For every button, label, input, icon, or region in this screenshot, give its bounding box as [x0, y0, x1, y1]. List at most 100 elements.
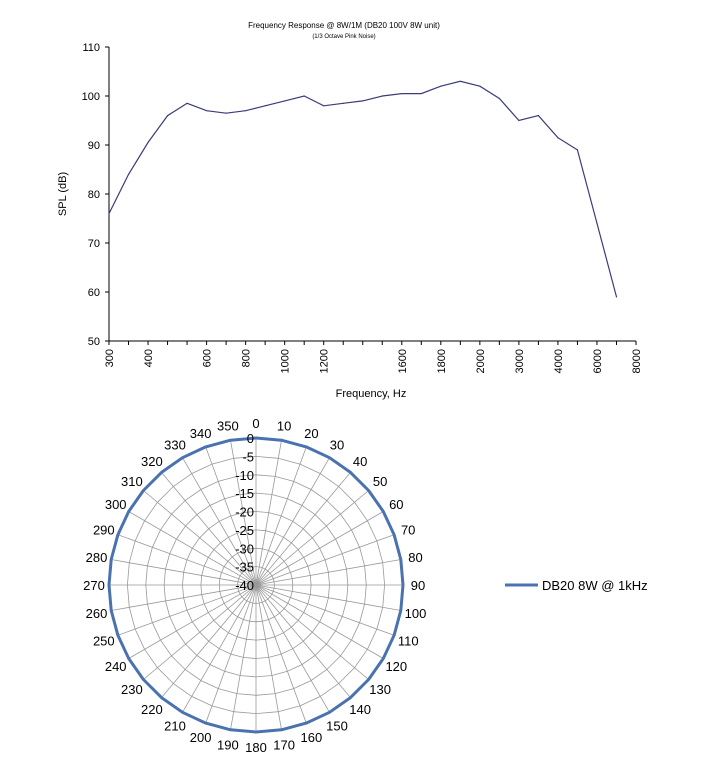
- x-tick-label: 1000: [280, 349, 292, 373]
- grid-spoke: [255, 472, 351, 586]
- angular-tick-label: 300: [105, 497, 127, 512]
- angular-tick-label: 320: [141, 454, 163, 469]
- x-tick-label: 1200: [319, 349, 331, 373]
- x-axis-ticks: 300 400 600 800 1000 1200 1600 1800 2000 3000 4000…: [104, 341, 643, 373]
- data-point: [108, 584, 110, 586]
- grid-spoke: [182, 457, 257, 586]
- data-point: [245, 110, 247, 112]
- grid-spoke: [230, 584, 257, 730]
- data-point: [323, 105, 325, 107]
- angular-tick-label: 100: [405, 606, 427, 621]
- y-axis-label: SPL (dB): [57, 172, 69, 216]
- angular-tick-label: 110: [398, 633, 419, 648]
- angular-tick-label: 140: [349, 702, 371, 717]
- radial-tick-label: -20: [235, 505, 254, 520]
- angular-tick-label: 220: [141, 702, 163, 717]
- angular-tick-label: 90: [411, 578, 425, 593]
- data-point: [328, 711, 331, 714]
- angular-tick-label: 130: [369, 682, 391, 697]
- data-point: [305, 722, 308, 724]
- x-tick-label: 1600: [397, 349, 409, 373]
- data-point: [255, 731, 257, 733]
- angular-tick-label: 250: [93, 633, 115, 648]
- angular-tick-label: 170: [273, 738, 295, 753]
- radial-tick-label: -5: [242, 449, 254, 464]
- radial-tick-label: -10: [235, 468, 254, 483]
- angular-tick-label: 120: [385, 659, 407, 674]
- angular-tick-label: 340: [190, 426, 212, 441]
- data-point: [402, 584, 404, 586]
- data-point: [127, 173, 130, 175]
- data-point: [393, 634, 395, 637]
- y-tick-label: 70: [88, 238, 100, 250]
- data-point: [557, 137, 559, 139]
- grid-spoke: [255, 534, 395, 586]
- data-point: [420, 92, 422, 95]
- angular-tick-label: 150: [326, 718, 348, 733]
- grid-spoke: [255, 457, 330, 586]
- grid-spoke: [117, 534, 257, 586]
- data-point: [284, 100, 286, 102]
- data-point: [127, 510, 130, 513]
- frequency-response-chart: Frequency Response @ 8W/1M (DB20 100V 8W…: [57, 21, 643, 400]
- x-axis-label: Frequency, Hz: [336, 388, 407, 400]
- y-axis-ticks: 50 60 70 80 90 100 110: [82, 42, 109, 348]
- angular-tick-label: 330: [164, 438, 186, 453]
- data-point: [459, 80, 461, 82]
- data-point: [349, 696, 352, 699]
- y-tick-label: 80: [88, 189, 100, 201]
- x-tick-label: 6000: [592, 349, 604, 373]
- polar-series: [107, 436, 405, 734]
- grid-spoke: [128, 584, 257, 659]
- data-point: [400, 609, 402, 612]
- angular-tick-label: 50: [373, 474, 387, 489]
- data-point: [280, 439, 283, 441]
- x-tick-label: 1800: [436, 349, 448, 373]
- grid-spoke: [143, 490, 257, 586]
- data-point: [181, 711, 184, 714]
- data-point: [204, 446, 207, 448]
- angular-tick-label: 280: [86, 550, 108, 565]
- grid-spoke: [255, 446, 307, 586]
- grid-spoke: [255, 440, 282, 586]
- data-point: [303, 95, 305, 97]
- angular-tick-label: 240: [105, 659, 127, 674]
- angular-tick-label: 260: [86, 606, 108, 621]
- data-point: [367, 489, 370, 492]
- grid-spoke: [230, 440, 257, 586]
- series-line: [108, 80, 618, 298]
- y-tick-label: 90: [88, 140, 100, 152]
- plot-series: [108, 80, 618, 298]
- data-point: [349, 471, 352, 474]
- grid-spoke: [182, 584, 257, 713]
- y-tick-label: 110: [82, 42, 100, 54]
- data-point: [204, 722, 207, 724]
- data-point: [205, 110, 208, 112]
- grid-spoke: [111, 559, 257, 586]
- grid-spoke: [255, 584, 282, 730]
- y-tick-label: 50: [88, 336, 100, 348]
- grid-spoke: [128, 511, 257, 586]
- grid-spoke: [255, 584, 330, 713]
- angular-tick-label: 20: [304, 426, 318, 441]
- grid-spoke: [117, 584, 257, 636]
- data-point: [181, 456, 184, 459]
- data-point: [225, 112, 227, 114]
- data-point: [381, 95, 383, 97]
- angular-tick-label: 210: [164, 718, 186, 733]
- angular-tick-label: 0: [252, 416, 259, 431]
- grid-spoke: [255, 584, 351, 698]
- angular-tick-label: 10: [277, 419, 291, 434]
- radial-tick-label: 0: [247, 431, 254, 446]
- radial-tick-label: -40: [235, 578, 254, 593]
- grid-spoke: [161, 584, 257, 698]
- data-point: [160, 471, 163, 474]
- data-point: [518, 119, 520, 122]
- grid-spoke: [205, 446, 257, 586]
- data-point: [576, 149, 579, 151]
- data-point: [142, 678, 145, 681]
- grid-spoke: [255, 584, 307, 724]
- x-tick-label: 800: [241, 349, 253, 367]
- grid-spoke: [255, 584, 401, 611]
